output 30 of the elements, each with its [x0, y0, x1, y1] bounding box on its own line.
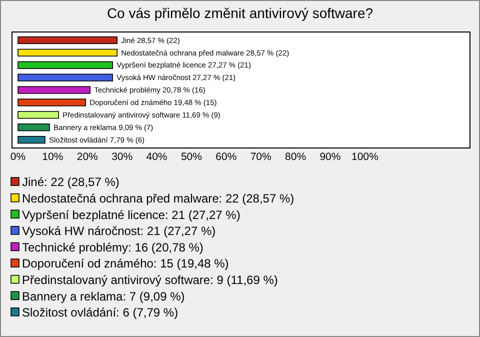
text: Složitost ovládání: 6 (7,79 %)	[22, 306, 178, 320]
text: Nedostatečná ochrana před malware: 22 (28,57 %)	[22, 192, 294, 206]
x-tick-label: 10%	[42, 151, 64, 163]
x-tick-label: 60%	[216, 151, 237, 163]
text: Bannery a reklama: 7 (9,09 %)	[22, 289, 185, 304]
x-tick-label: 30%	[112, 151, 133, 163]
text: Doporučení od známého: 15 (19,48 %)	[22, 256, 229, 271]
text: Jiné: 22 (28,57 %)	[22, 175, 120, 190]
x-tick-label: 20%	[76, 151, 98, 163]
bar	[18, 86, 90, 94]
text: Technické problémy: 16 (20,78 %)	[22, 240, 204, 254]
x-tick-label: 70%	[250, 151, 272, 163]
bar	[18, 136, 46, 144]
x-tick-label: 90%	[320, 151, 341, 163]
chart-title: Co vás přimělo změnit antivirový software?	[106, 5, 374, 21]
bar	[18, 61, 114, 69]
x-tick-label: 50%	[180, 151, 202, 163]
text: Předinstalovaný antivirový software: 9 (11,69 %)	[22, 273, 278, 287]
bar	[18, 36, 118, 44]
text: Vypršení bezplatné licence: 21 (27,27 %)	[22, 208, 240, 222]
x-tick-label: 80%	[285, 151, 306, 163]
bar	[18, 124, 50, 132]
x-tick-label: 100%	[351, 151, 378, 163]
text: Vysoká HW náročnost: 21 (27,27 %)	[22, 224, 216, 238]
bar	[18, 48, 118, 56]
bar	[18, 111, 59, 119]
bar	[18, 98, 86, 106]
bar	[18, 74, 114, 82]
x-tick-label: 40%	[146, 151, 168, 163]
x-tick-label: 0%	[10, 151, 26, 163]
